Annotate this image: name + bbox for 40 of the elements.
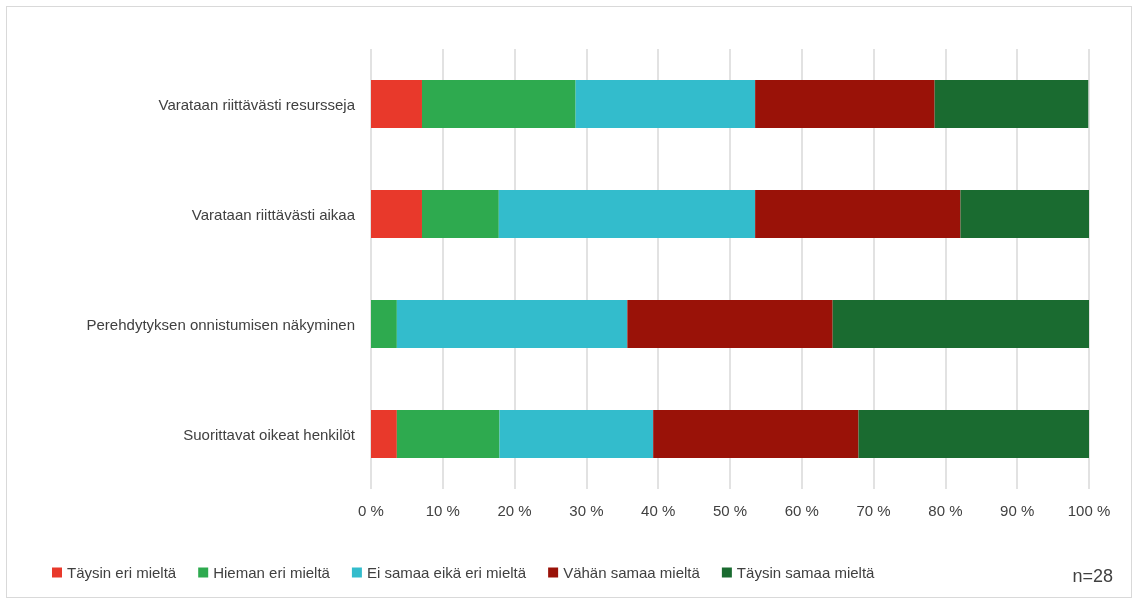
x-tick-label: 50 % <box>712 502 748 519</box>
x-tick-label: 10 % <box>425 502 460 519</box>
bar <box>934 80 1089 128</box>
text: n=28 <box>1072 566 1113 586</box>
x-tick-label: 20 % <box>497 502 532 519</box>
x-tick-label: 100 % <box>1067 502 1111 519</box>
legend-label: Vähän samaa mieltä <box>563 564 701 581</box>
bar <box>371 80 422 128</box>
y-tick-label: Perehdytyksen onnistumisen näkyminen <box>86 315 355 333</box>
x-tick-label: 40 % <box>641 502 676 519</box>
x-tick-label: 60 % <box>784 502 819 519</box>
bar <box>653 410 859 458</box>
bar <box>371 300 397 348</box>
bar <box>575 80 756 128</box>
bar <box>832 300 1089 348</box>
x-tick-label: 30 % <box>569 502 604 519</box>
x-tick-label: 70 % <box>856 502 891 519</box>
y-tick-label: Varataan riittävästi resursseja <box>158 95 356 113</box>
legend-label: Täysin samaa mieltä <box>736 564 876 581</box>
bar <box>396 410 500 458</box>
x-tick-label: 80 % <box>928 502 963 519</box>
y-tick-label: Varataan riittävästi aikaa <box>191 205 356 223</box>
legend-label: Hieman eri mieltä <box>213 564 331 581</box>
x-tick-label: 0 % <box>358 502 384 519</box>
y-tick-label: Suorittavat oikeat henkilöt <box>183 425 356 443</box>
x-tick-label: 90 % <box>1000 502 1035 519</box>
bar <box>371 410 397 458</box>
legend-label: Täysin eri mieltä <box>67 564 177 581</box>
bar <box>498 190 756 238</box>
bar <box>396 300 628 348</box>
bar <box>960 190 1089 238</box>
bar <box>371 190 422 238</box>
bar <box>627 300 833 348</box>
bar <box>755 190 961 238</box>
bar <box>421 80 576 128</box>
bar <box>858 410 1089 458</box>
legend-label: Ei samaa eikä eri mieltä <box>366 564 527 581</box>
bar <box>755 80 935 128</box>
bar <box>421 190 499 238</box>
bar <box>499 410 654 458</box>
